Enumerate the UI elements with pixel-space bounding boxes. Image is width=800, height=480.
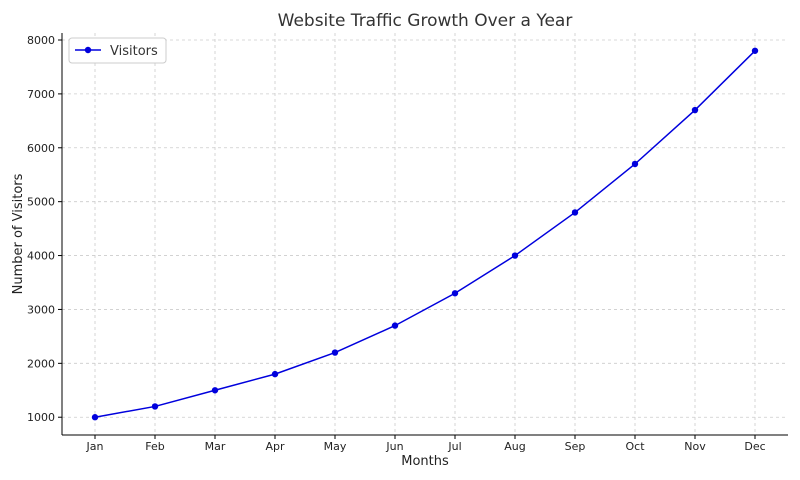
legend-box: [68, 37, 167, 64]
x-tick-label: Feb: [145, 440, 164, 453]
x-tick-label: Jul: [447, 440, 461, 453]
x-tick-label: May: [324, 440, 347, 453]
legend-marker-swatch: [84, 46, 92, 54]
y-axis-ticks: 1000 2000 3000 4000 5000 6000 7000 8000: [27, 34, 62, 424]
y-tick-label: 8000: [27, 34, 55, 47]
x-axis-label: Months: [401, 454, 449, 469]
legend: Visitors: [68, 37, 167, 64]
data-point: [331, 349, 339, 356]
y-tick-label: 5000: [27, 196, 55, 209]
data-point: [631, 160, 639, 168]
x-tick-label: Mar: [205, 440, 226, 453]
y-tick-label: 1000: [27, 411, 55, 424]
data-point: [691, 106, 699, 114]
x-axis-ticks: Jan Feb Mar Apr May Jun Jul Aug Sep Oct Nov Dec: [86, 435, 766, 453]
data-point: [91, 414, 99, 421]
axes: [61, 33, 788, 436]
series-line-visitors: [94, 50, 756, 418]
x-tick-label: Jun: [385, 440, 403, 453]
y-tick-label: 3000: [27, 303, 55, 316]
data-point: [511, 252, 519, 259]
x-tick-label: Sep: [565, 440, 586, 453]
series-visitors: [91, 47, 759, 421]
y-tick-label: 2000: [27, 357, 55, 370]
data-point: [451, 290, 459, 297]
grid: [62, 33, 788, 435]
x-tick-label: Apr: [265, 440, 285, 453]
x-tick-label: Dec: [744, 440, 765, 453]
x-tick-label: Oct: [625, 440, 645, 453]
data-point: [571, 209, 579, 216]
chart-title: Website Traffic Growth Over a Year: [278, 11, 573, 31]
x-tick-label: Nov: [684, 440, 706, 453]
data-point: [751, 47, 759, 54]
data-point: [271, 370, 279, 378]
y-axis-label: Number of Visitors: [11, 173, 26, 294]
data-point: [151, 403, 159, 410]
legend-entry-visitors: Visitors: [110, 44, 158, 59]
y-tick-label: 4000: [27, 250, 55, 263]
data-point: [391, 322, 399, 329]
x-tick-label: Aug: [504, 440, 525, 453]
data-point: [211, 387, 219, 394]
y-tick-label: 7000: [27, 88, 55, 101]
y-tick-label: 6000: [27, 142, 55, 155]
x-tick-label: Jan: [86, 440, 104, 453]
